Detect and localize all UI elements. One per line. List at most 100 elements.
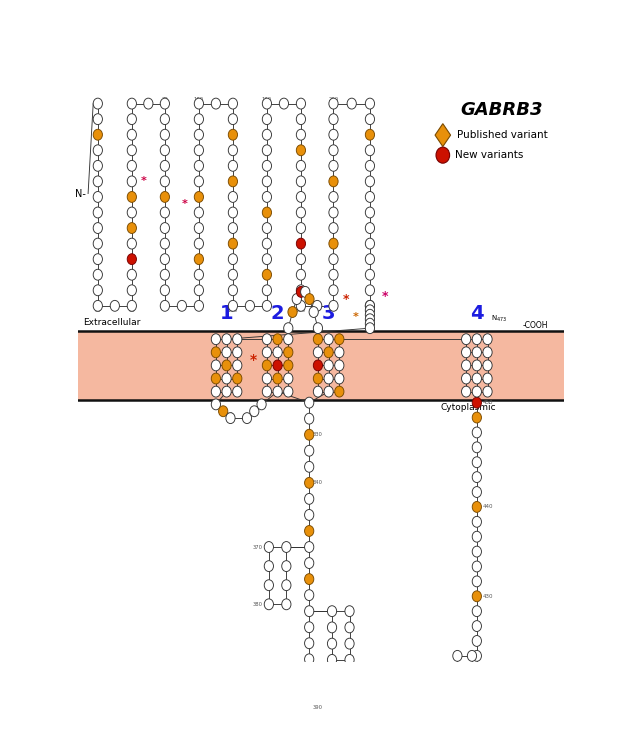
Circle shape xyxy=(314,323,322,333)
Circle shape xyxy=(222,334,231,344)
Circle shape xyxy=(127,207,137,218)
Circle shape xyxy=(324,386,333,397)
Circle shape xyxy=(472,487,482,498)
Circle shape xyxy=(329,191,338,202)
Circle shape xyxy=(262,114,271,124)
Circle shape xyxy=(366,129,374,140)
Circle shape xyxy=(93,98,102,109)
Circle shape xyxy=(228,285,238,295)
Circle shape xyxy=(127,191,137,202)
Circle shape xyxy=(366,207,374,218)
Circle shape xyxy=(472,531,482,542)
Circle shape xyxy=(93,176,102,187)
Circle shape xyxy=(211,386,221,397)
Circle shape xyxy=(472,680,482,691)
Text: 110: 110 xyxy=(228,308,238,313)
Circle shape xyxy=(297,129,305,140)
Circle shape xyxy=(297,191,305,202)
Circle shape xyxy=(472,501,482,513)
Circle shape xyxy=(194,222,204,234)
Circle shape xyxy=(366,269,374,280)
Circle shape xyxy=(262,334,271,344)
Circle shape xyxy=(194,176,204,187)
Circle shape xyxy=(161,254,169,265)
Circle shape xyxy=(211,360,221,371)
Circle shape xyxy=(282,580,291,591)
Circle shape xyxy=(273,347,282,358)
Circle shape xyxy=(93,145,102,155)
Circle shape xyxy=(461,334,471,344)
Circle shape xyxy=(262,301,271,311)
Circle shape xyxy=(228,191,238,202)
Circle shape xyxy=(127,176,137,187)
Circle shape xyxy=(127,129,137,140)
Circle shape xyxy=(329,176,338,187)
Circle shape xyxy=(194,207,204,218)
Text: 380: 380 xyxy=(253,602,263,607)
Text: 240: 240 xyxy=(365,308,375,313)
Circle shape xyxy=(273,334,282,344)
Circle shape xyxy=(161,238,169,249)
Circle shape xyxy=(305,606,314,617)
Circle shape xyxy=(283,386,293,397)
Circle shape xyxy=(314,386,322,397)
Circle shape xyxy=(472,516,482,527)
Circle shape xyxy=(305,702,314,713)
Circle shape xyxy=(177,301,186,311)
Circle shape xyxy=(366,98,374,109)
Circle shape xyxy=(461,360,471,371)
Circle shape xyxy=(194,285,204,295)
Circle shape xyxy=(329,301,338,311)
Circle shape xyxy=(366,238,374,249)
Text: 440: 440 xyxy=(483,504,493,510)
Circle shape xyxy=(467,650,477,661)
Circle shape xyxy=(194,129,204,140)
Circle shape xyxy=(262,207,271,218)
Circle shape xyxy=(161,222,169,234)
Circle shape xyxy=(472,347,482,358)
Circle shape xyxy=(324,334,333,344)
Circle shape xyxy=(297,176,305,187)
Circle shape xyxy=(233,360,242,371)
Circle shape xyxy=(282,542,291,553)
Circle shape xyxy=(211,373,221,384)
Circle shape xyxy=(329,161,338,171)
Circle shape xyxy=(194,145,204,155)
Circle shape xyxy=(345,622,354,633)
Circle shape xyxy=(329,222,338,234)
Circle shape xyxy=(329,145,338,155)
Circle shape xyxy=(453,667,462,679)
Circle shape xyxy=(472,373,482,384)
Circle shape xyxy=(262,176,271,187)
Circle shape xyxy=(262,373,271,384)
Text: 330: 330 xyxy=(313,432,323,437)
Circle shape xyxy=(366,323,374,333)
Circle shape xyxy=(282,561,291,571)
Circle shape xyxy=(305,622,314,632)
Circle shape xyxy=(93,238,102,249)
Circle shape xyxy=(211,98,221,109)
Circle shape xyxy=(297,238,305,249)
Circle shape xyxy=(127,301,137,311)
Circle shape xyxy=(161,129,169,140)
Circle shape xyxy=(127,238,137,249)
Circle shape xyxy=(93,301,102,311)
Text: *: * xyxy=(250,353,257,367)
Circle shape xyxy=(366,254,374,265)
Circle shape xyxy=(329,114,338,124)
Text: 390: 390 xyxy=(313,705,323,710)
Circle shape xyxy=(262,347,271,358)
Circle shape xyxy=(467,684,477,696)
Circle shape xyxy=(345,638,354,649)
Circle shape xyxy=(228,238,238,249)
Circle shape xyxy=(93,222,102,234)
Circle shape xyxy=(93,207,102,218)
Circle shape xyxy=(366,305,374,315)
Circle shape xyxy=(264,599,273,610)
Circle shape xyxy=(345,655,354,665)
Circle shape xyxy=(262,269,271,280)
Circle shape xyxy=(273,373,282,384)
Circle shape xyxy=(366,114,374,124)
Circle shape xyxy=(228,254,238,265)
Circle shape xyxy=(93,191,102,202)
